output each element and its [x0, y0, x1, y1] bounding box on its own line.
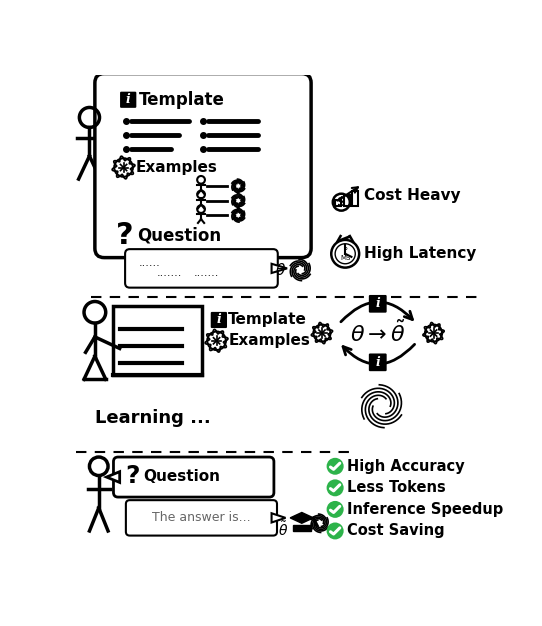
Text: Cost Saving: Cost Saving [347, 523, 444, 538]
Text: i: i [216, 314, 221, 327]
FancyBboxPatch shape [369, 354, 386, 371]
Text: $: $ [337, 196, 346, 208]
Text: Template: Template [228, 312, 307, 327]
Bar [113, 306, 202, 376]
Text: Cost Heavy: Cost Heavy [364, 188, 460, 203]
Text: ......: ...... [139, 258, 161, 268]
Circle shape [327, 458, 344, 475]
FancyArrowPatch shape [341, 302, 412, 322]
Text: ?: ? [115, 221, 133, 250]
Text: .......: ....... [194, 268, 220, 278]
Text: Learning ...: Learning ... [95, 409, 211, 427]
Text: Inference Speedup: Inference Speedup [347, 502, 503, 517]
Circle shape [327, 480, 344, 496]
Bar [352, 191, 358, 206]
Text: Question: Question [144, 469, 221, 484]
Polygon shape [272, 513, 286, 523]
Text: i: i [376, 356, 380, 369]
FancyBboxPatch shape [126, 500, 277, 536]
FancyBboxPatch shape [369, 295, 386, 312]
Polygon shape [272, 264, 287, 273]
Text: High Latency: High Latency [364, 246, 476, 261]
Text: i: i [126, 93, 131, 106]
Text: Examples: Examples [136, 160, 218, 175]
Text: Question: Question [138, 226, 222, 244]
FancyBboxPatch shape [120, 91, 137, 108]
Text: ?: ? [126, 464, 140, 488]
Circle shape [327, 523, 344, 540]
Circle shape [327, 501, 344, 518]
Text: Examples: Examples [228, 333, 310, 348]
Text: $\tilde{\theta}$: $\tilde{\theta}$ [278, 520, 288, 539]
FancyBboxPatch shape [113, 457, 274, 497]
Bar [293, 525, 311, 531]
Text: High Accuracy: High Accuracy [347, 459, 464, 474]
Text: The answer is...: The answer is... [152, 511, 250, 523]
Text: .......: ....... [157, 268, 182, 278]
Text: i: i [376, 297, 380, 310]
FancyBboxPatch shape [211, 312, 227, 328]
Bar [335, 200, 341, 206]
FancyArrowPatch shape [343, 344, 415, 364]
Text: $\theta$: $\theta$ [275, 262, 286, 278]
Polygon shape [106, 471, 120, 483]
Bar [344, 195, 350, 206]
FancyBboxPatch shape [95, 74, 311, 258]
Text: °: ° [343, 247, 347, 256]
Text: Less Tokens: Less Tokens [347, 480, 446, 495]
Polygon shape [290, 513, 313, 523]
Text: $\theta \rightarrow \tilde{\theta}$: $\theta \rightarrow \tilde{\theta}$ [350, 320, 406, 346]
FancyBboxPatch shape [125, 249, 278, 287]
Text: Template: Template [139, 91, 225, 109]
Text: MS: MS [340, 255, 350, 262]
